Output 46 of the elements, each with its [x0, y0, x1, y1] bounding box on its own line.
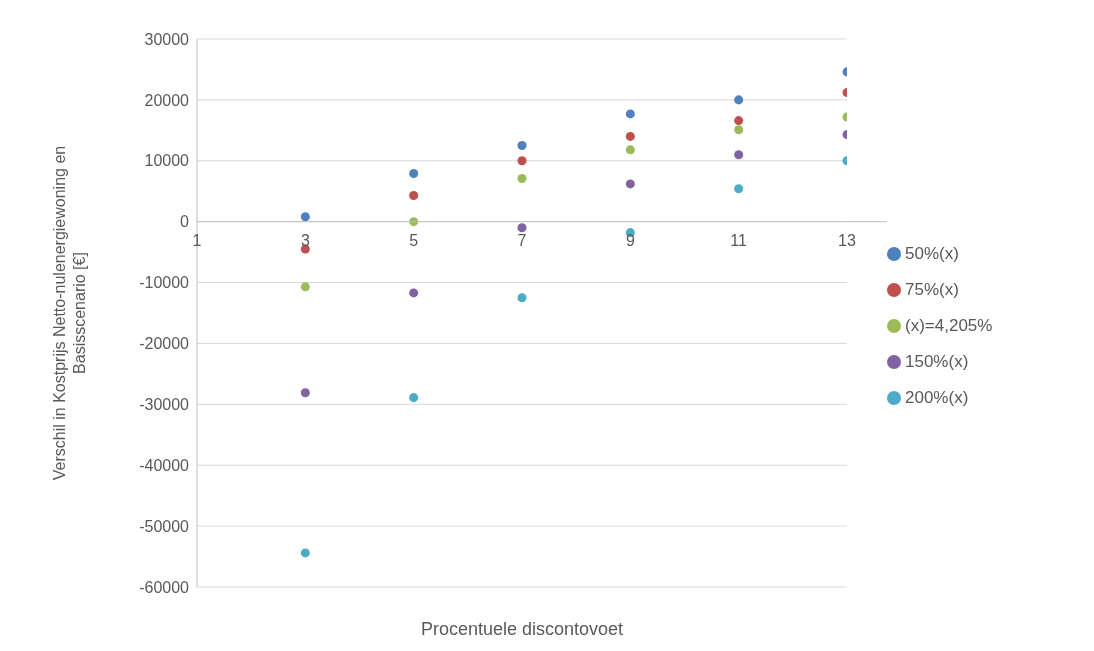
- point: [625, 179, 635, 189]
- point: [734, 95, 744, 105]
- y-tick-label: 10000: [144, 152, 190, 170]
- x-tick-label: 13: [838, 231, 856, 249]
- point: [734, 184, 744, 194]
- point: [300, 548, 310, 558]
- y-tick-label: -30000: [139, 396, 190, 414]
- point: [625, 131, 635, 141]
- y-axis-title: Verschil in Kostprijs Netto-nulenergiewoning en Basisscenario [€]: [51, 145, 88, 481]
- x-tick-label: 9: [625, 231, 635, 249]
- point: [517, 156, 527, 166]
- y-tick-label: -40000: [139, 456, 190, 474]
- legend-label: 200%(x): [905, 387, 969, 407]
- legend-label: 150%(x): [905, 351, 969, 371]
- x-tick-label: 11: [730, 231, 748, 249]
- point: [517, 173, 527, 183]
- point: [517, 141, 527, 151]
- legend-label: (x)=4,205%: [905, 315, 993, 335]
- point: [625, 109, 635, 119]
- y-tick-label: 20000: [144, 91, 190, 109]
- point: [734, 125, 744, 135]
- point: [517, 223, 527, 233]
- y-tick-label: 30000: [144, 30, 190, 48]
- point: [625, 145, 635, 155]
- point: [300, 388, 310, 398]
- y-tick-label: -50000: [139, 517, 190, 535]
- point: [517, 293, 527, 303]
- point: [409, 190, 419, 200]
- x-tick-label: 5: [409, 231, 419, 249]
- y-tick-label: -10000: [139, 274, 190, 292]
- point: [409, 393, 419, 403]
- y-tick-label: -20000: [139, 335, 190, 353]
- point: [409, 169, 419, 179]
- legend-label: 50%(x): [905, 243, 959, 263]
- x-tick-label: 3: [300, 231, 310, 249]
- point: [300, 212, 310, 222]
- point: [409, 288, 419, 298]
- x-tick-label: 1: [192, 231, 202, 249]
- point: [734, 116, 744, 126]
- x-axis-title: Procentuele discontovoet: [420, 619, 624, 639]
- point: [300, 282, 310, 292]
- y-tick-label: 0: [180, 213, 190, 231]
- x-tick-label: 7: [517, 231, 527, 249]
- y-tick-label: -60000: [139, 578, 190, 596]
- legend-label: 75%(x): [905, 279, 959, 299]
- point: [734, 150, 744, 160]
